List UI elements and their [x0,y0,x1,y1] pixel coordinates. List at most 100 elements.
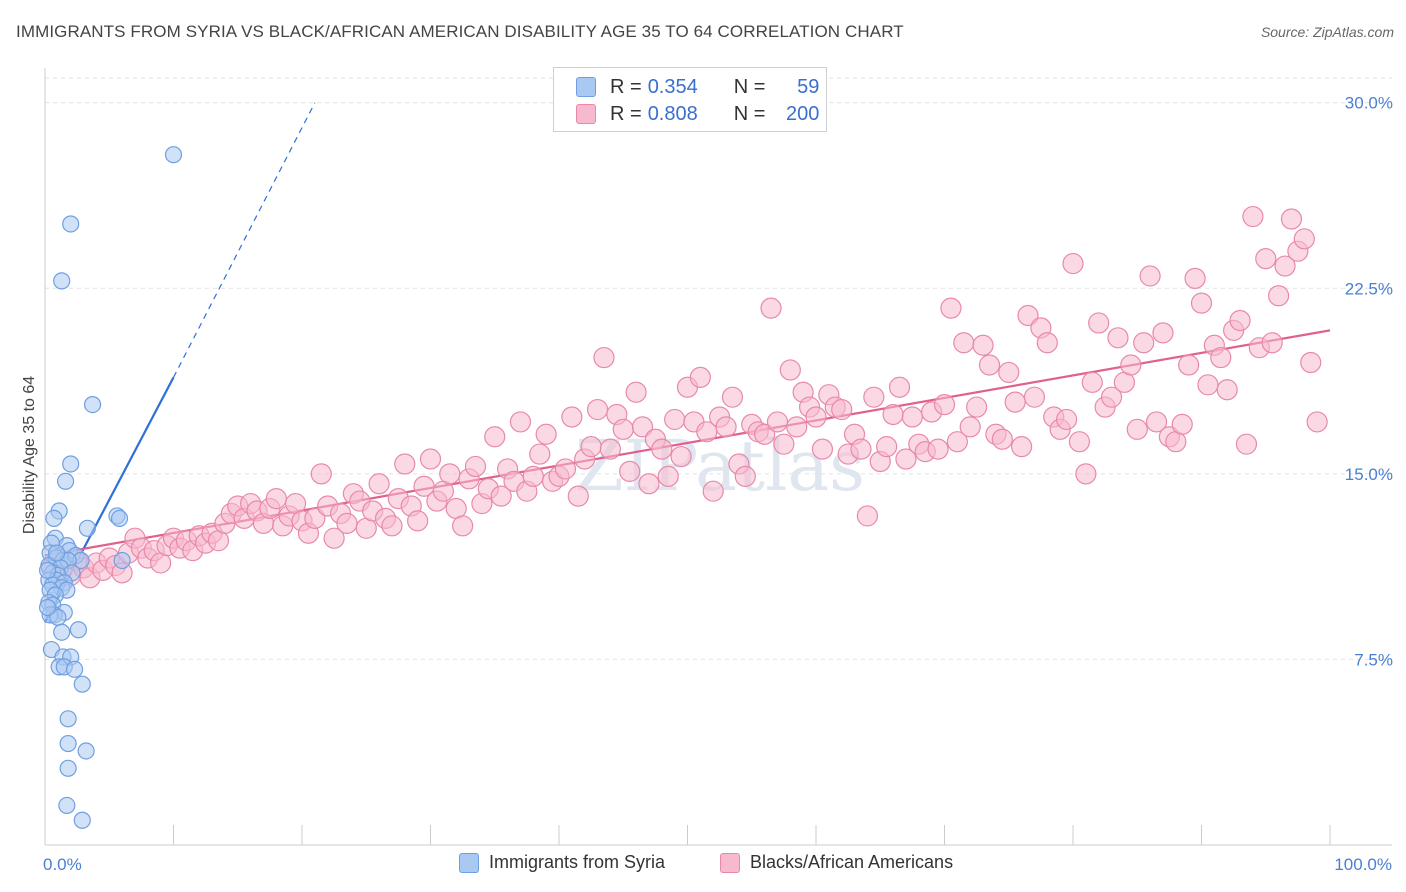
y-tick-label: 22.5% [1345,279,1393,298]
data-point [73,675,91,693]
data-point [1139,265,1161,287]
data-point [1280,208,1303,230]
data-point [580,436,602,458]
data-point [657,465,679,487]
bottom-legend-swatch-syria [459,852,479,873]
bottom-legend-syria[interactable]: Immigrants from Syria [459,852,665,873]
data-point [110,509,129,528]
data-point [554,458,577,480]
data-point [1068,431,1091,453]
data-point [522,465,544,487]
data-point [1100,386,1123,408]
data-point [959,416,981,438]
legend-n-value: 200 [786,102,820,125]
data-point [760,297,782,319]
data-point [927,438,949,460]
data-point [779,359,801,381]
y-tick-label: 15.0% [1345,465,1393,484]
data-point [876,436,898,458]
data-point [535,423,557,445]
data-point [651,438,673,460]
data-point [407,510,429,532]
data-point [439,463,461,485]
data-point [753,423,776,445]
data-point [78,519,97,537]
data-point [998,361,1020,384]
data-point [1210,346,1232,369]
source-label: Source: ZipAtlas.com [1260,24,1394,40]
data-point [953,332,975,354]
data-point [766,411,789,433]
bottom-legend-swatch-black [720,852,740,873]
legend-n-value: 59 [797,75,820,98]
data-point [1055,408,1078,431]
data-point [323,527,345,549]
data-point [38,598,57,617]
data-point [1190,292,1213,314]
data-point [1184,267,1206,290]
legend-row-black: R = 0.808 N = 200 [576,101,819,127]
data-point [62,455,80,473]
data-point [599,438,622,460]
data-point [1255,248,1277,270]
data-point [612,418,634,440]
data-point [586,398,609,421]
data-point [56,472,75,490]
data-point [946,431,968,453]
bottom-legend-black[interactable]: Blacks/African Americans [720,852,953,873]
data-point [805,406,827,428]
data-point [65,660,84,678]
data-point [53,272,71,290]
data-point [1306,411,1328,433]
trend-line-extension [172,102,316,378]
data-point [734,465,756,487]
data-point [933,393,956,416]
data-point [773,433,795,455]
data-point [59,734,77,753]
chart-title: IMMIGRANTS FROM SYRIA VS BLACK/AFRICAN A… [16,22,904,41]
legend-n-label: N = [733,75,766,98]
y-tick-label: 30.0% [1345,94,1393,113]
legend-swatch-syria [576,77,596,97]
data-point [1126,418,1148,440]
data-points [38,146,1328,829]
data-point [593,346,615,369]
bottom-legend-label-syria: Immigrants from Syria [489,852,666,872]
data-point [1081,371,1103,393]
data-point [856,505,879,527]
data-point [715,416,737,438]
data-point [45,509,63,528]
data-point [1023,386,1046,408]
data-point [882,403,904,426]
data-point [1145,411,1168,433]
data-point [1293,228,1315,250]
data-point [310,463,332,485]
data-point [631,416,654,438]
data-point [1235,433,1258,455]
legend-r-value: 0.808 [647,102,698,125]
data-point [62,215,80,233]
data-point [77,742,95,760]
legend-r-value: 0.354 [647,75,698,98]
legend-n-label: N = [733,102,766,125]
data-point [972,334,994,356]
data-point [1088,312,1110,334]
data-point [966,396,988,418]
data-point [888,376,911,398]
data-point [53,623,71,641]
data-point [59,759,77,777]
data-point [484,426,506,448]
data-point [895,448,917,470]
x-tick-label: 0.0% [43,855,82,874]
legend-r-label: R = [610,75,642,98]
data-point [1242,205,1264,228]
data-point [1075,463,1097,485]
data-point [1120,354,1142,376]
data-point [529,443,551,465]
bottom-legend-label-black: Blacks/African Americans [750,852,954,872]
data-point [47,544,66,562]
data-point [73,811,91,829]
legend-row-syria: R = 0.354 N = 59 [576,74,819,100]
data-point [561,406,583,428]
data-point [509,411,532,433]
